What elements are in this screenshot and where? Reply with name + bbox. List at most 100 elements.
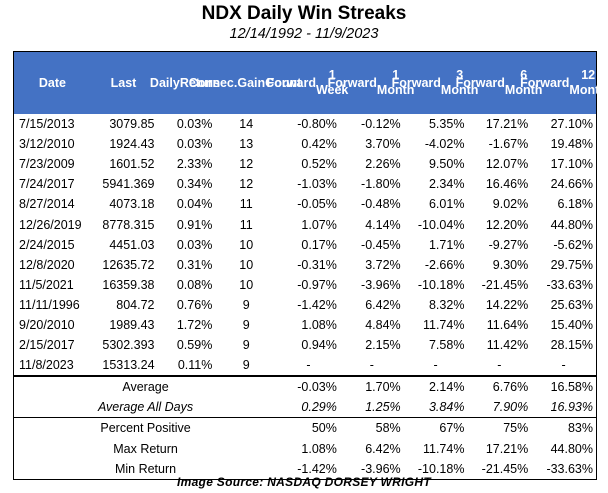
table-cell: - <box>369 358 374 373</box>
table-row: 12/8/2020 12635.72 0.31% 10 -0.31% 3.72% -2.66… <box>14 255 596 275</box>
summary-value: -0.03% <box>297 380 337 395</box>
table-cell: 9.50% <box>428 157 465 172</box>
table-cell: 0.08% <box>176 277 213 292</box>
table-cell: 7/15/2013 <box>19 117 75 132</box>
summary-value: 75% <box>503 421 529 436</box>
table-cell: 14 <box>239 117 254 132</box>
table-cell: 1989.43 <box>109 317 155 332</box>
summary-value: 16.58% <box>550 380 593 395</box>
table-cell: 4.84% <box>365 317 401 332</box>
table-cell: 1601.52 <box>109 157 155 172</box>
table-cell: - <box>497 358 502 373</box>
table-cell: 8/27/2014 <box>19 197 75 212</box>
table-row: 11/8/2023 15313.24 0.11% 9 - - - - - <box>14 355 596 375</box>
table-cell: -1.42% <box>297 297 337 312</box>
column-header: Forward 6 Month <box>455 68 543 97</box>
table-row: 7/15/2013 3079.85 0.03% 14 -0.80% -0.12% 5.35%… <box>14 114 596 134</box>
summary-row: Min Return -1.42% -3.96% -10.18% -21.45% -33.… <box>14 459 596 479</box>
table-row: 2/24/2015 4451.03 0.03% 10 0.17% -0.45% 1.71% -… <box>14 235 596 255</box>
table-cell: 11/8/2023 <box>19 358 74 373</box>
table-cell: - <box>306 358 311 373</box>
table-cell: -21.45% <box>481 277 529 292</box>
table-cell: 0.76% <box>176 297 213 312</box>
table-cell: -33.63% <box>546 277 593 292</box>
summary-value: 44.80% <box>550 441 593 456</box>
column-header: Forward 1 Month <box>327 68 415 97</box>
summary-label: Average All Days <box>97 400 194 415</box>
table-cell: 2.33% <box>176 157 213 172</box>
table-cell: -1.80% <box>361 177 401 192</box>
table-cell: 1.71% <box>428 237 465 252</box>
table-cell: 11.42% <box>486 338 529 353</box>
table-cell: 0.04% <box>176 197 213 212</box>
table-cell: 9/20/2010 <box>19 317 75 332</box>
image-source: Image Source: NASDAQ DORSEY WRIGHT <box>176 475 431 489</box>
table-cell: 11/5/2021 <box>19 277 74 292</box>
table-cell: 3.70% <box>365 137 401 152</box>
table-cell: -0.31% <box>297 257 337 272</box>
table-cell: 8.32% <box>428 297 465 312</box>
table-cell: 9.02% <box>492 197 529 212</box>
table-cell: 0.42% <box>301 137 337 152</box>
summary-value: 6.76% <box>492 380 529 395</box>
table-body: 7/15/2013 3079.85 0.03% 14 -0.80% -0.12% 5.35%… <box>14 114 596 375</box>
table-cell: 17.10% <box>550 157 593 172</box>
table-cell: 0.34% <box>176 177 213 192</box>
table-cell: -0.80% <box>297 117 337 132</box>
table-cell: 24.66% <box>550 177 593 192</box>
table-cell: 9 <box>242 338 250 353</box>
summary-value: -1.42% <box>297 461 337 476</box>
table-row: 7/23/2009 1601.52 2.33% 12 0.52% 2.26% 9.50% 12… <box>14 154 596 174</box>
column-header: Forward 1 Week <box>266 68 349 97</box>
table-cell: 12/26/2019 <box>19 217 82 232</box>
column-header: Consec. Gain Count <box>188 75 302 90</box>
table-cell: 9 <box>242 358 250 373</box>
table-cell: 4.14% <box>365 217 401 232</box>
summary-row: Average All Days 0.29% 1.25% 3.84% 7.90% 16.9… <box>14 397 596 417</box>
column-header: Daily Return <box>149 75 221 90</box>
table-cell: 804.72 <box>116 297 155 312</box>
summary-label: Min Return <box>114 461 177 476</box>
summary-row: Max Return 1.08% 6.42% 11.74% 17.21% 44.80% <box>14 439 596 459</box>
table-cell: -3.96% <box>361 277 401 292</box>
page-title: NDX Daily Win Streaks <box>201 3 407 24</box>
table-cell: 19.48% <box>550 137 593 152</box>
table-cell: 11/11/1996 <box>19 297 80 312</box>
column-header: Last <box>110 75 137 90</box>
table-row: 9/20/2010 1989.43 1.72% 9 1.08% 4.84% 11.74% 11… <box>14 315 596 335</box>
summary-value: 3.84% <box>428 400 465 415</box>
table-cell: 10 <box>239 237 254 252</box>
table-cell: 27.10% <box>550 117 593 132</box>
table-cell: 0.52% <box>301 157 337 172</box>
table-cell: 11 <box>239 217 253 232</box>
table-cell: 0.11% <box>177 358 213 373</box>
table-cell: 12/8/2020 <box>19 257 75 272</box>
summary-label: Average <box>122 380 169 395</box>
table-cell: -0.45% <box>361 237 401 252</box>
table-cell: -0.97% <box>297 277 337 292</box>
column-header: Forward 3 Month <box>391 68 479 97</box>
table-cell: 25.63% <box>550 297 593 312</box>
summary-value: 1.70% <box>365 380 401 395</box>
table-cell: -0.48% <box>361 197 401 212</box>
table-cell: 3/12/2010 <box>19 137 75 152</box>
table-cell: -9.27% <box>488 237 529 252</box>
summary-value: 50% <box>311 421 337 436</box>
table-cell: 11.74% <box>422 317 465 332</box>
table-cell: -2.66% <box>424 257 465 272</box>
table-cell: -10.04% <box>417 217 465 232</box>
summary-value: 16.93% <box>550 400 593 415</box>
table-cell: 15313.24 <box>102 358 155 373</box>
table-cell: 6.01% <box>428 197 465 212</box>
table-cell: 9 <box>242 317 250 332</box>
table-cell: 6.18% <box>557 197 593 212</box>
table-cell: 1.08% <box>301 317 337 332</box>
table-cell: 1924.43 <box>109 137 155 152</box>
table-cell: - <box>561 358 566 373</box>
table-cell: 5941.369 <box>102 177 155 192</box>
table-cell: 9 <box>242 297 250 312</box>
table-cell: 2.15% <box>365 338 401 353</box>
summary-value: 11.74% <box>422 441 465 456</box>
table-cell: 3.72% <box>365 257 401 272</box>
table-row: 12/26/2019 8778.315 0.91% 11 1.07% 4.14% -10.0… <box>14 214 596 234</box>
